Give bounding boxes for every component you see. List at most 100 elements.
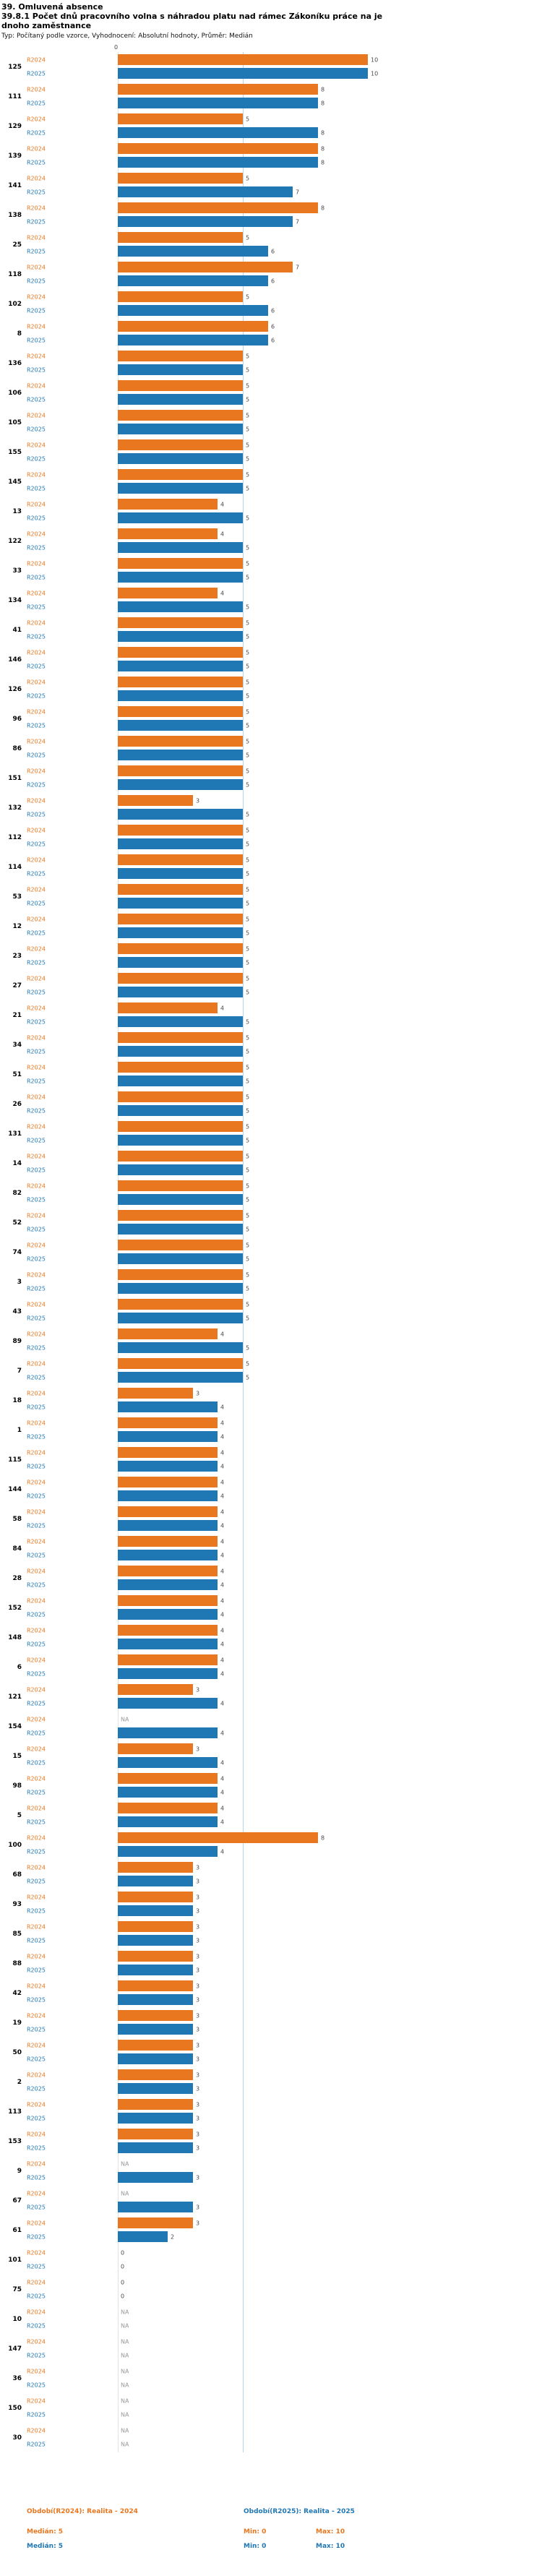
series-label-2025: R2025: [27, 2293, 46, 2299]
bar-value-2024: 4: [220, 1005, 225, 1011]
series-label-2024: R2024: [27, 827, 46, 833]
bar-value-2024: 5: [246, 738, 250, 744]
chart-group: 93 R2024 3 R2025 3: [0, 1889, 542, 1919]
series-label-2025: R2025: [27, 1374, 46, 1381]
group-id: 13: [12, 507, 22, 515]
bar-value-2024: 5: [246, 945, 250, 952]
chart-group: 141 R2024 5 R2025 7: [0, 171, 542, 200]
bar-2024: [118, 351, 243, 361]
bar-2025: [118, 987, 243, 997]
series-label-2024: R2024: [27, 2338, 46, 2345]
bar-row-2024: R2024 6: [26, 319, 542, 333]
report-subtitle-line1: 39.8.1 Počet dnů pracovního volna s náhr…: [1, 12, 383, 21]
bar-value-2025: 4: [220, 1848, 225, 1855]
bar-row-2024: R2024 5: [26, 764, 542, 778]
bar-value-2024: 5: [246, 1034, 250, 1041]
series-label-2024: R2024: [27, 1953, 46, 1959]
bar-value-2025: 4: [220, 1493, 225, 1499]
series-label-2024: R2024: [27, 234, 46, 241]
group-id: 134: [8, 596, 22, 604]
bar-row-2025: R2025 6: [26, 333, 542, 347]
series-label-2025: R2025: [27, 1907, 46, 1914]
chart-group: 21 R2024 4 R2025 5: [0, 1000, 542, 1030]
bar-row-2025: R2025 5: [26, 1311, 542, 1325]
series-label-2024: R2024: [27, 56, 46, 63]
bar-2024: [118, 558, 243, 569]
bar-row-2024: R2024 8: [26, 1831, 542, 1845]
chart-legend: Období(R2024): Realita - 2024 Období(R20…: [0, 2507, 542, 2564]
bar-row-2024: R2024 5: [26, 1357, 542, 1370]
chart-group: 131 R2024 5 R2025 5: [0, 1119, 542, 1149]
bar-value-2025: NA: [121, 2441, 129, 2447]
bar-row-2025: R2025 5: [26, 511, 542, 525]
bar-value-2024: 4: [220, 1568, 225, 1574]
bar-2024: [118, 1743, 193, 1754]
bar-value-2024: 5: [246, 768, 250, 774]
bar-2024: [118, 202, 318, 213]
bar-2025: [118, 1668, 218, 1679]
chart-group: 6 R2024 4 R2025 4: [0, 1652, 542, 1682]
group-id: 148: [8, 1633, 22, 1641]
bar-row-2025: R2025 5: [26, 1015, 542, 1029]
bar-2024: [118, 2010, 193, 2021]
chart-group: 145 R2024 5 R2025 5: [0, 467, 542, 497]
series-label-2024: R2024: [27, 1716, 46, 1722]
bar-2025: [118, 1401, 218, 1412]
chart-group: 129 R2024 5 R2025 8: [0, 111, 542, 141]
bar-2024: [118, 1240, 243, 1250]
chart-group: 153 R2024 3 R2025 3: [0, 2126, 542, 2156]
bar-row-2025: R2025 5: [26, 392, 542, 406]
bar-row-2024: R2024 5: [26, 1031, 542, 1044]
legend-title-2025: Období(R2025): Realita - 2025: [244, 2508, 355, 2515]
bar-value-2024: NA: [121, 2427, 129, 2434]
bar-2024: [118, 84, 318, 95]
bar-row-2024: R2024 5: [26, 912, 542, 926]
bar-row-2024: R2024 3: [26, 2068, 542, 2082]
group-id: 118: [8, 270, 22, 278]
bar-row-2024: R2024 5: [26, 645, 542, 659]
bar-2025: [118, 690, 243, 701]
bar-row-2024: R2024 4: [26, 1653, 542, 1667]
bar-2024: [118, 1625, 218, 1636]
bar-value-2024: 3: [196, 797, 200, 804]
bar-value-2024: 3: [196, 1390, 200, 1396]
bar-2025: [118, 275, 268, 286]
bar-row-2024: R2024 5: [26, 408, 542, 422]
legend-2024-min: Min: 0: [244, 2528, 267, 2536]
bar-value-2025: 6: [271, 248, 275, 254]
bar-value-2024: 0: [121, 2279, 125, 2285]
bar-row-2024: R2024 4: [26, 1475, 542, 1489]
chart-group: 113 R2024 3 R2025 3: [0, 2097, 542, 2126]
bar-row-2024: R2024 10: [26, 53, 542, 66]
series-label-2024: R2024: [27, 1331, 46, 1337]
bar-2024: [118, 1803, 218, 1813]
series-label-2025: R2025: [27, 2144, 46, 2151]
series-label-2024: R2024: [27, 293, 46, 300]
group-id: 150: [8, 2404, 22, 2412]
series-label-2024: R2024: [27, 2368, 46, 2374]
bar-row-2024: R2024 3: [26, 1386, 542, 1400]
bar-row-2024: R2024 5: [26, 438, 542, 452]
bar-value-2024: 5: [246, 1212, 250, 1219]
report-meta: Typ: Počítaný podle vzorce, Vyhodnocení:…: [1, 33, 253, 40]
bar-2025: [118, 98, 318, 108]
series-label-2024: R2024: [27, 945, 46, 952]
series-label-2024: R2024: [27, 1301, 46, 1308]
series-label-2024: R2024: [27, 797, 46, 804]
bar-row-2025: R2025 5: [26, 1370, 542, 1384]
bar-row-2024: R2024 4: [26, 1446, 542, 1459]
bar-row-2025: R2025 5: [26, 896, 542, 910]
bar-2025: [118, 1076, 243, 1086]
bar-2024: [118, 647, 243, 658]
series-label-2024: R2024: [27, 2220, 46, 2226]
bar-value-2025: 5: [246, 1255, 250, 1262]
bar-row-2025: R2025 5: [26, 1281, 542, 1295]
chart-group: 19 R2024 3 R2025 3: [0, 2008, 542, 2038]
bar-value-2025: 10: [371, 70, 379, 77]
bar-2025: [118, 157, 318, 168]
bar-row-2025: R2025 0: [26, 2259, 542, 2273]
bar-2024: [118, 113, 243, 124]
chart-group: 26 R2024 5 R2025 5: [0, 1089, 542, 1119]
chart-group: 68 R2024 3 R2025 3: [0, 1860, 542, 1889]
series-label-2024: R2024: [27, 708, 46, 715]
